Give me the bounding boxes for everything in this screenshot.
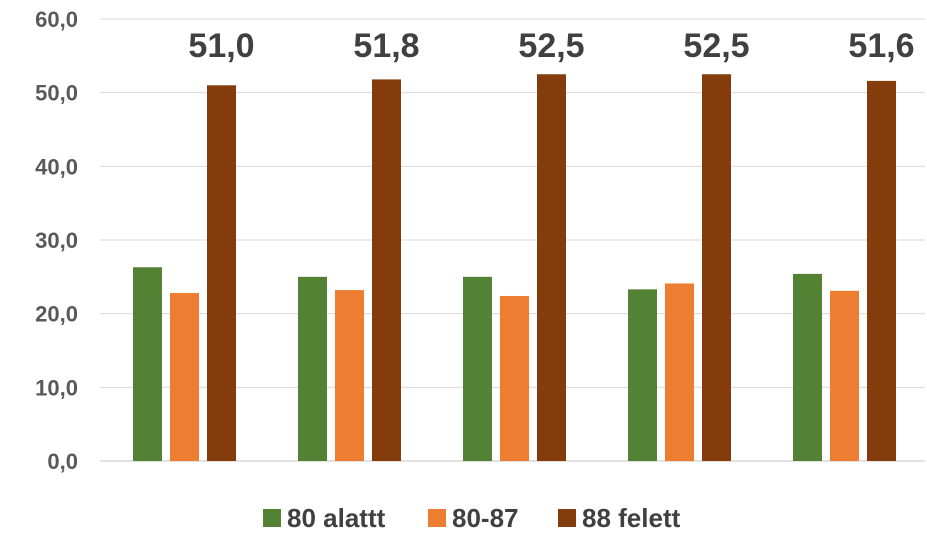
- legend-label: 80 alattt: [287, 503, 386, 533]
- bar-80-87: [665, 283, 694, 461]
- legend-item: 80 alattt: [263, 503, 386, 533]
- legend-swatch: [428, 509, 446, 527]
- y-tick-label: 0,0: [47, 449, 78, 474]
- bar-88-felett: [537, 74, 566, 461]
- bar-80-alattt: [298, 276, 327, 461]
- bar-88-felett: [372, 79, 401, 461]
- data-label: 51,0: [188, 27, 254, 65]
- y-tick-label: 60,0: [35, 7, 78, 32]
- legend-item: 88 felett: [558, 503, 681, 533]
- data-label: 51,6: [848, 27, 914, 65]
- data-label: 52,5: [518, 27, 584, 65]
- data-label: 51,8: [353, 27, 419, 65]
- bar-88-felett: [207, 85, 236, 462]
- legend-swatch: [558, 509, 576, 527]
- legend: 80 alattt 80-87 88 felett: [263, 503, 681, 533]
- bar-80-alattt: [463, 276, 492, 461]
- legend-item: 80-87: [428, 503, 519, 533]
- y-tick-label: 20,0: [35, 302, 78, 327]
- bar-80-87: [335, 290, 364, 461]
- data-label: 52,5: [683, 27, 749, 65]
- y-tick-label: 10,0: [35, 375, 78, 400]
- bar-88-felett: [867, 80, 896, 461]
- legend-label: 88 felett: [582, 503, 681, 533]
- bar-80-alattt: [628, 289, 657, 461]
- legend-label: 80-87: [452, 503, 519, 533]
- y-axis-tick-labels: 0,0 10,0 20,0 30,0 40,0 50,0 60,0: [35, 7, 78, 474]
- bar-88-felett: [702, 74, 731, 461]
- bar-80-alattt: [793, 273, 822, 461]
- bar-80-87: [170, 293, 199, 461]
- gridlines: [100, 18, 925, 462]
- y-tick-label: 50,0: [35, 81, 78, 106]
- y-tick-label: 40,0: [35, 154, 78, 179]
- legend-swatch: [263, 509, 281, 527]
- bars: [133, 74, 896, 462]
- bar-80-87: [830, 290, 859, 461]
- bar-80-87: [500, 295, 529, 461]
- bar-80-alattt: [133, 267, 162, 461]
- data-labels: 51,0 51,8 52,5 52,5 51,6: [188, 27, 914, 65]
- y-tick-label: 30,0: [35, 228, 78, 253]
